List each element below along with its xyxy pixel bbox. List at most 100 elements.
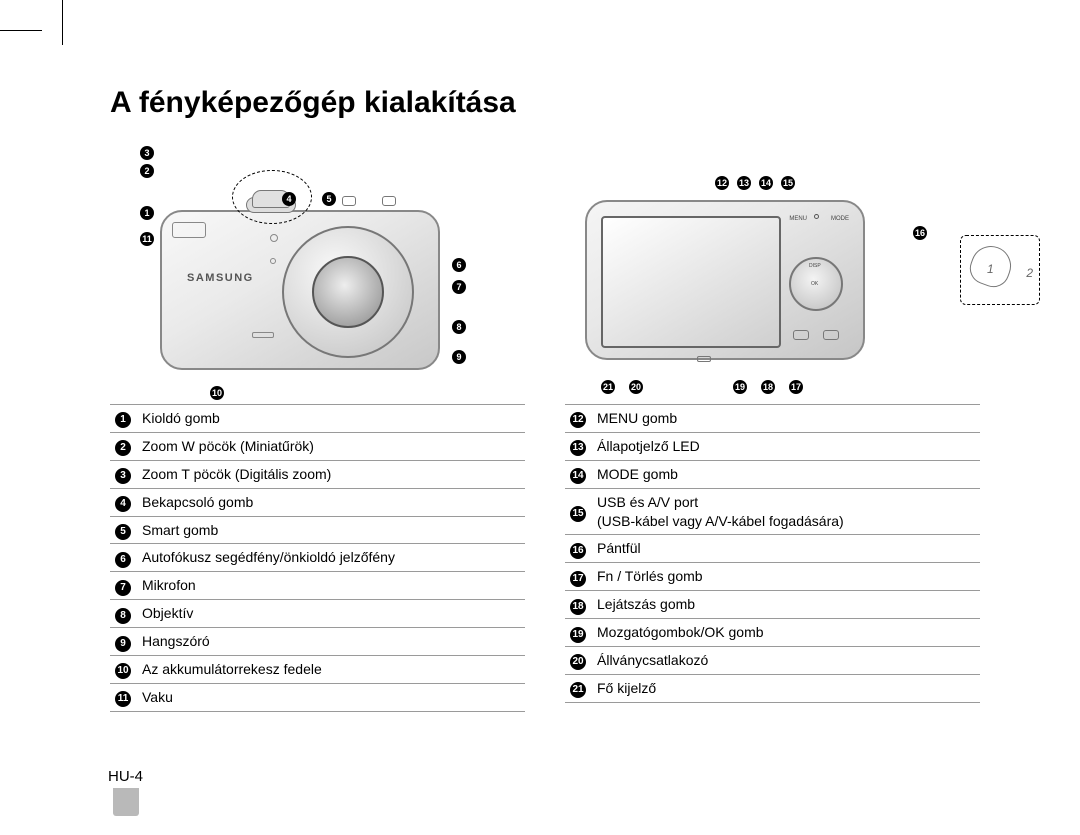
playback-button-shape	[793, 330, 809, 340]
menu-label: MENU	[789, 216, 807, 222]
number-bullet: 16	[570, 543, 586, 559]
callout-bubble: 18	[761, 380, 775, 394]
number-bullet: 20	[570, 654, 586, 670]
parts-row-label: Mikrofon	[136, 572, 525, 600]
parts-row-label: Fn / Törlés gomb	[591, 563, 980, 591]
strap-step-2: 2	[1026, 266, 1033, 280]
strap-lug-inset: 1 2	[960, 235, 1040, 305]
callout-bubble: 15	[781, 176, 795, 190]
parts-row-label: Zoom T pöcök (Digitális zoom)	[136, 460, 525, 488]
fn-button-shape	[823, 330, 839, 340]
number-bullet: 17	[570, 571, 586, 587]
parts-row-label: Fő kijelző	[591, 674, 980, 702]
number-bullet: 12	[570, 412, 586, 428]
parts-row: 19Mozgatógombok/OK gomb	[565, 619, 980, 647]
callout-bubble: 3	[140, 146, 154, 160]
parts-row: 11 Vaku	[110, 683, 525, 711]
crop-mark-vertical	[62, 0, 63, 45]
parts-row-label: Pántfül	[591, 535, 980, 563]
parts-row: 16 Pántfül	[565, 535, 980, 563]
callout-bubble: 11	[140, 232, 154, 246]
page-number-block: HU-4	[108, 768, 143, 816]
crop-mark-horizontal	[0, 30, 42, 31]
page-title: A fényképezőgép kialakítása	[110, 86, 980, 120]
parts-row-label: Kioldó gomb	[136, 405, 525, 433]
callout-bubble: 19	[733, 380, 747, 394]
parts-row: 13Állapotjelző LED	[565, 432, 980, 460]
parts-row: 9 Hangszóró	[110, 628, 525, 656]
parts-row-label: Mozgatógombok/OK gomb	[591, 619, 980, 647]
parts-row-number: 6	[110, 544, 136, 572]
page-tab	[113, 788, 139, 816]
parts-row-label: Hangszóró	[136, 628, 525, 656]
number-bullet: 13	[570, 440, 586, 456]
number-bullet: 3	[115, 468, 131, 484]
parts-row-number: 13	[565, 432, 591, 460]
navigation-dpad: DISP OK	[789, 257, 843, 311]
parts-row-number: 3	[110, 460, 136, 488]
parts-row-label: Bekapcsoló gomb	[136, 488, 525, 516]
parts-row-label: Vaku	[136, 683, 525, 711]
number-bullet: 15	[570, 506, 586, 522]
parts-row-label: MODE gomb	[591, 460, 980, 488]
back-parts-table: 12MENU gomb13Állapotjelző LED 14 MODE gomb…	[565, 404, 980, 703]
number-bullet: 2	[115, 440, 131, 456]
callout-bubble: 13	[737, 176, 751, 190]
callout-bubble: 8	[452, 320, 466, 334]
mode-label: MODE	[831, 216, 849, 222]
parts-row-number: 15	[565, 488, 591, 535]
parts-row-label: Autofókusz segédfény/önkioldó jelzőfény	[136, 544, 525, 572]
callout-bubble: 5	[322, 192, 336, 206]
parts-row-label: Állványcsatlakozó	[591, 647, 980, 675]
callout-bubble: 9	[452, 350, 466, 364]
parts-row-number: 8	[110, 600, 136, 628]
number-bullet: 11	[115, 691, 131, 707]
lens-glass	[312, 256, 384, 328]
parts-row: 2 Zoom W pöcök (Miniatűrök)	[110, 432, 525, 460]
parts-row: 4 Bekapcsoló gomb	[110, 488, 525, 516]
parts-row-number: 5	[110, 516, 136, 544]
zoom-detail-circle	[232, 170, 312, 224]
number-bullet: 4	[115, 496, 131, 512]
parts-row-number: 19	[565, 619, 591, 647]
number-bullet: 6	[115, 552, 131, 568]
power-button-shape	[342, 196, 356, 206]
content-columns: SAMSUNG 3211145678910 1Kioldó gomb2Zoom …	[110, 140, 980, 712]
parts-row-label: USB és A/V port(USB-kábel vagy A/V-kábel…	[591, 488, 980, 535]
parts-row-number: 2	[110, 432, 136, 460]
microphone-hole	[270, 258, 276, 264]
left-column: SAMSUNG 3211145678910 1Kioldó gomb2Zoom …	[110, 140, 525, 712]
number-bullet: 9	[115, 636, 131, 652]
parts-row-number: 12	[565, 405, 591, 433]
parts-row: 3 Zoom T pöcök (Digitális zoom)	[110, 460, 525, 488]
callout-bubble: 20	[629, 380, 643, 394]
parts-row-number: 20	[565, 647, 591, 675]
parts-row-number: 14	[565, 460, 591, 488]
parts-row: 17 Fn / Törlés gomb	[565, 563, 980, 591]
parts-row-number: 18	[565, 591, 591, 619]
camera-front-diagram: SAMSUNG 3211145678910	[110, 140, 525, 400]
parts-row-number: 21	[565, 674, 591, 702]
parts-row: 6 Autofókusz segédfény/önkioldó jelzőfény	[110, 544, 525, 572]
parts-row-label: Lejátszás gomb	[591, 591, 980, 619]
number-bullet: 8	[115, 608, 131, 624]
parts-row-label: Objektív	[136, 600, 525, 628]
parts-row: 15 USB és A/V port(USB-kábel vagy A/V-káb…	[565, 488, 980, 535]
parts-row: 20 Állványcsatlakozó	[565, 647, 980, 675]
parts-row-number: 11	[110, 683, 136, 711]
number-bullet: 14	[570, 468, 586, 484]
callout-bubble: 1	[140, 206, 154, 220]
callout-bubble: 2	[140, 164, 154, 178]
parts-row-number: 17	[565, 563, 591, 591]
smart-button-shape	[382, 196, 396, 206]
callout-bubble: 12	[715, 176, 729, 190]
parts-row: 12MENU gomb	[565, 405, 980, 433]
speaker-grille	[252, 332, 274, 338]
parts-row-number: 10	[110, 656, 136, 684]
status-led	[814, 214, 819, 219]
camera-back-diagram: MENU MODE DISP OK 1 2 12131415162120	[565, 140, 980, 400]
flash-window	[172, 222, 206, 238]
callout-bubble: 14	[759, 176, 773, 190]
number-bullet: 7	[115, 580, 131, 596]
parts-row-label: Zoom W pöcök (Miniatűrök)	[136, 432, 525, 460]
